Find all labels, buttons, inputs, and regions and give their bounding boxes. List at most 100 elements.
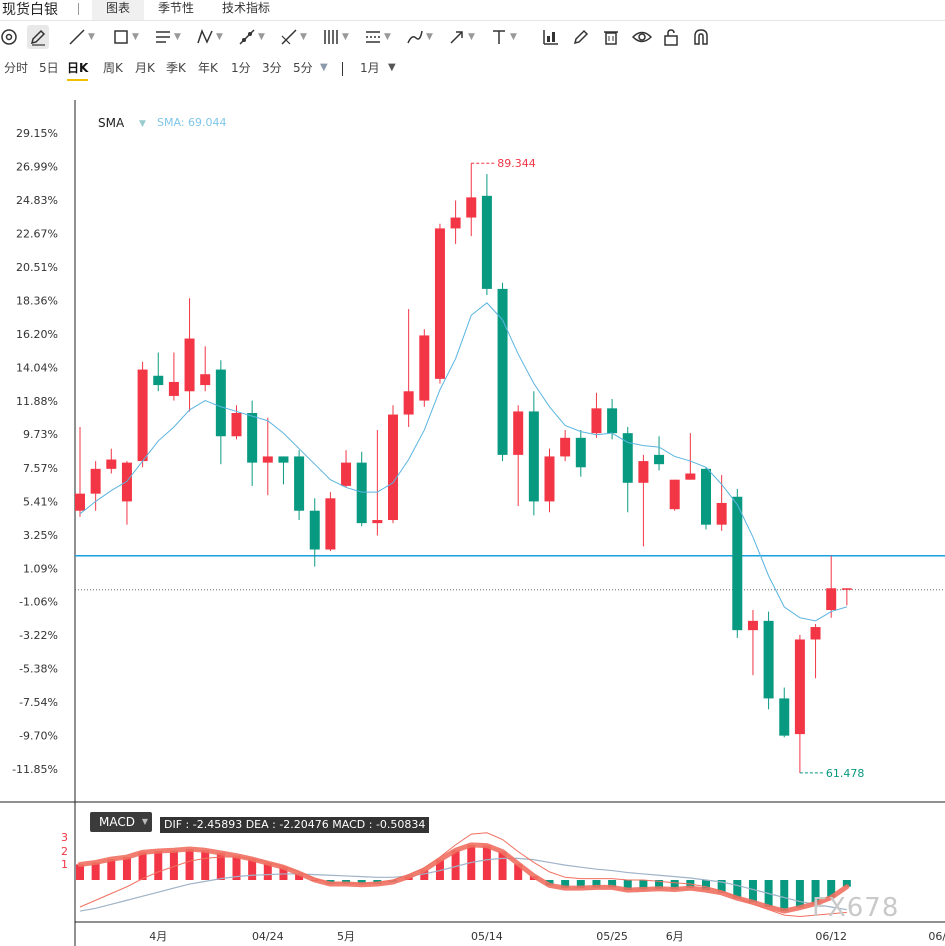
top-bar: 现货白银 图表 季节性 技术指标	[0, 0, 945, 21]
period-3min[interactable]: 3分	[262, 61, 282, 75]
macd-histogram-bar	[780, 880, 789, 912]
y-tick-label: 18.36%	[16, 294, 58, 307]
macd-histogram-bar	[138, 852, 147, 880]
parallel-lines-icon[interactable]: ▼	[156, 31, 181, 43]
x-tick-label: 04/24	[252, 930, 284, 943]
y-tick-label: 3.25%	[23, 529, 58, 542]
x-tick-label: 06/2	[928, 930, 945, 943]
x-tick-label: 5月	[337, 930, 355, 943]
brush-icon[interactable]: ▼	[406, 25, 433, 49]
period-5day[interactable]: 5日	[39, 61, 59, 75]
candle-settings-icon[interactable]	[542, 25, 560, 49]
macd-histogram-bar	[514, 863, 523, 880]
fibonacci-icon[interactable]: ▼	[280, 25, 307, 49]
sma-line	[79, 302, 847, 622]
y-tick-label: 22.67%	[16, 228, 58, 241]
y-tick-label: -3.22%	[19, 629, 58, 642]
candle-body	[168, 381, 179, 396]
y-tick-label: 7.57%	[23, 462, 58, 475]
period-more-icon[interactable]: ▼	[320, 62, 328, 73]
period-yearly[interactable]: 年K	[198, 61, 218, 75]
macd-histogram-bar	[498, 851, 507, 880]
period-timeshare[interactable]: 分时	[4, 61, 29, 75]
period-monthly[interactable]: 月K	[135, 61, 155, 75]
macd-histogram-bar	[576, 880, 585, 889]
eye-icon[interactable]	[632, 25, 652, 49]
macd-histogram-bar	[842, 880, 851, 887]
macd-histogram-bar	[655, 880, 664, 889]
y-tick-label: -1.06%	[19, 596, 58, 609]
y-tick-label: 26.99%	[16, 161, 58, 174]
line-icon[interactable]: ▼	[68, 25, 95, 49]
candle-body	[794, 639, 805, 735]
text-icon[interactable]: ▼	[493, 30, 517, 44]
macd-histogram-bar	[295, 873, 304, 880]
candle-body	[153, 375, 164, 386]
candle-body	[341, 462, 352, 486]
pattern-icon[interactable]: ▼	[196, 25, 223, 49]
macd-histogram-bar	[702, 880, 710, 891]
candle-body	[215, 369, 226, 437]
candle-body	[826, 588, 837, 610]
candle-body	[607, 408, 618, 434]
macd-histogram-bar	[232, 855, 241, 880]
edit-icon[interactable]	[572, 25, 590, 49]
candlestick-chart[interactable]: 29.15% 26.99% 24.83% 22.67% 20.51% 18.36% 16.2…	[0, 100, 945, 946]
candle-body	[231, 412, 242, 437]
sma-label[interactable]: SMA	[98, 116, 125, 130]
candle-body	[278, 456, 289, 463]
candle-body	[247, 412, 258, 463]
tab-indicators[interactable]: 技术指标	[222, 1, 271, 15]
period-5min[interactable]: 5分	[293, 61, 313, 75]
candle-body	[466, 197, 477, 218]
candle-body	[497, 288, 508, 455]
macd-histogram-bar	[216, 853, 225, 880]
candle-body	[106, 459, 117, 469]
period-daily[interactable]: 日K	[67, 59, 89, 81]
period-1min[interactable]: 1分	[231, 61, 251, 75]
trash-icon[interactable]	[602, 25, 620, 49]
x-tick-label: 6月	[666, 930, 684, 943]
macd-histogram-bar	[420, 869, 429, 880]
candle-body	[388, 414, 398, 521]
period-divider	[342, 62, 343, 76]
macd-label: MACD	[99, 815, 135, 829]
pencil-icon[interactable]	[27, 25, 49, 49]
ray-icon[interactable]: ▼	[238, 25, 265, 49]
macd-histogram-bar	[733, 880, 742, 899]
range-dropdown-icon[interactable]: ▼	[388, 62, 396, 73]
tab-seasonality[interactable]: 季节性	[158, 1, 195, 15]
macd-histogram-bar	[248, 859, 257, 880]
range-selector[interactable]: 1月	[360, 61, 380, 75]
candle-body	[763, 620, 774, 699]
candle-body	[575, 437, 586, 468]
macd-histogram-bar	[122, 857, 131, 880]
candle-body	[309, 510, 320, 550]
arrow-icon[interactable]: ▼	[448, 25, 475, 49]
macd-histogram-bar	[639, 880, 648, 890]
candle-body	[184, 338, 195, 392]
macd-histogram-bar	[263, 863, 272, 880]
period-weekly[interactable]: 周K	[103, 61, 123, 75]
y-tick-label: 11.88%	[16, 395, 58, 408]
macd-histogram-bar	[482, 845, 491, 880]
lock-icon[interactable]	[662, 25, 680, 49]
crosshair-icon[interactable]	[0, 25, 18, 49]
macd-axis-label: 2	[61, 845, 68, 858]
macd-histogram-bar	[435, 859, 444, 880]
candle-body	[403, 391, 414, 415]
y-tick-label: 16.20%	[16, 328, 58, 341]
y-tick-label: 29.15%	[16, 127, 58, 140]
candle-body	[654, 454, 665, 465]
sma-dropdown-icon[interactable]: ▼	[139, 119, 146, 129]
tab-chart[interactable]: 图表	[92, 0, 145, 20]
rectangle-icon[interactable]: ▼	[112, 25, 139, 49]
horizontal-channel-icon[interactable]: ▼	[366, 31, 391, 43]
candle-body	[716, 502, 727, 525]
candle-body	[137, 369, 148, 462]
period-quarterly[interactable]: 季K	[166, 61, 186, 75]
y-tick-label: -7.54%	[19, 696, 58, 709]
magnet-icon[interactable]	[692, 25, 710, 49]
macd-selector[interactable]: MACD ▼	[90, 812, 152, 832]
vertical-lines-icon[interactable]: ▼	[324, 30, 349, 44]
